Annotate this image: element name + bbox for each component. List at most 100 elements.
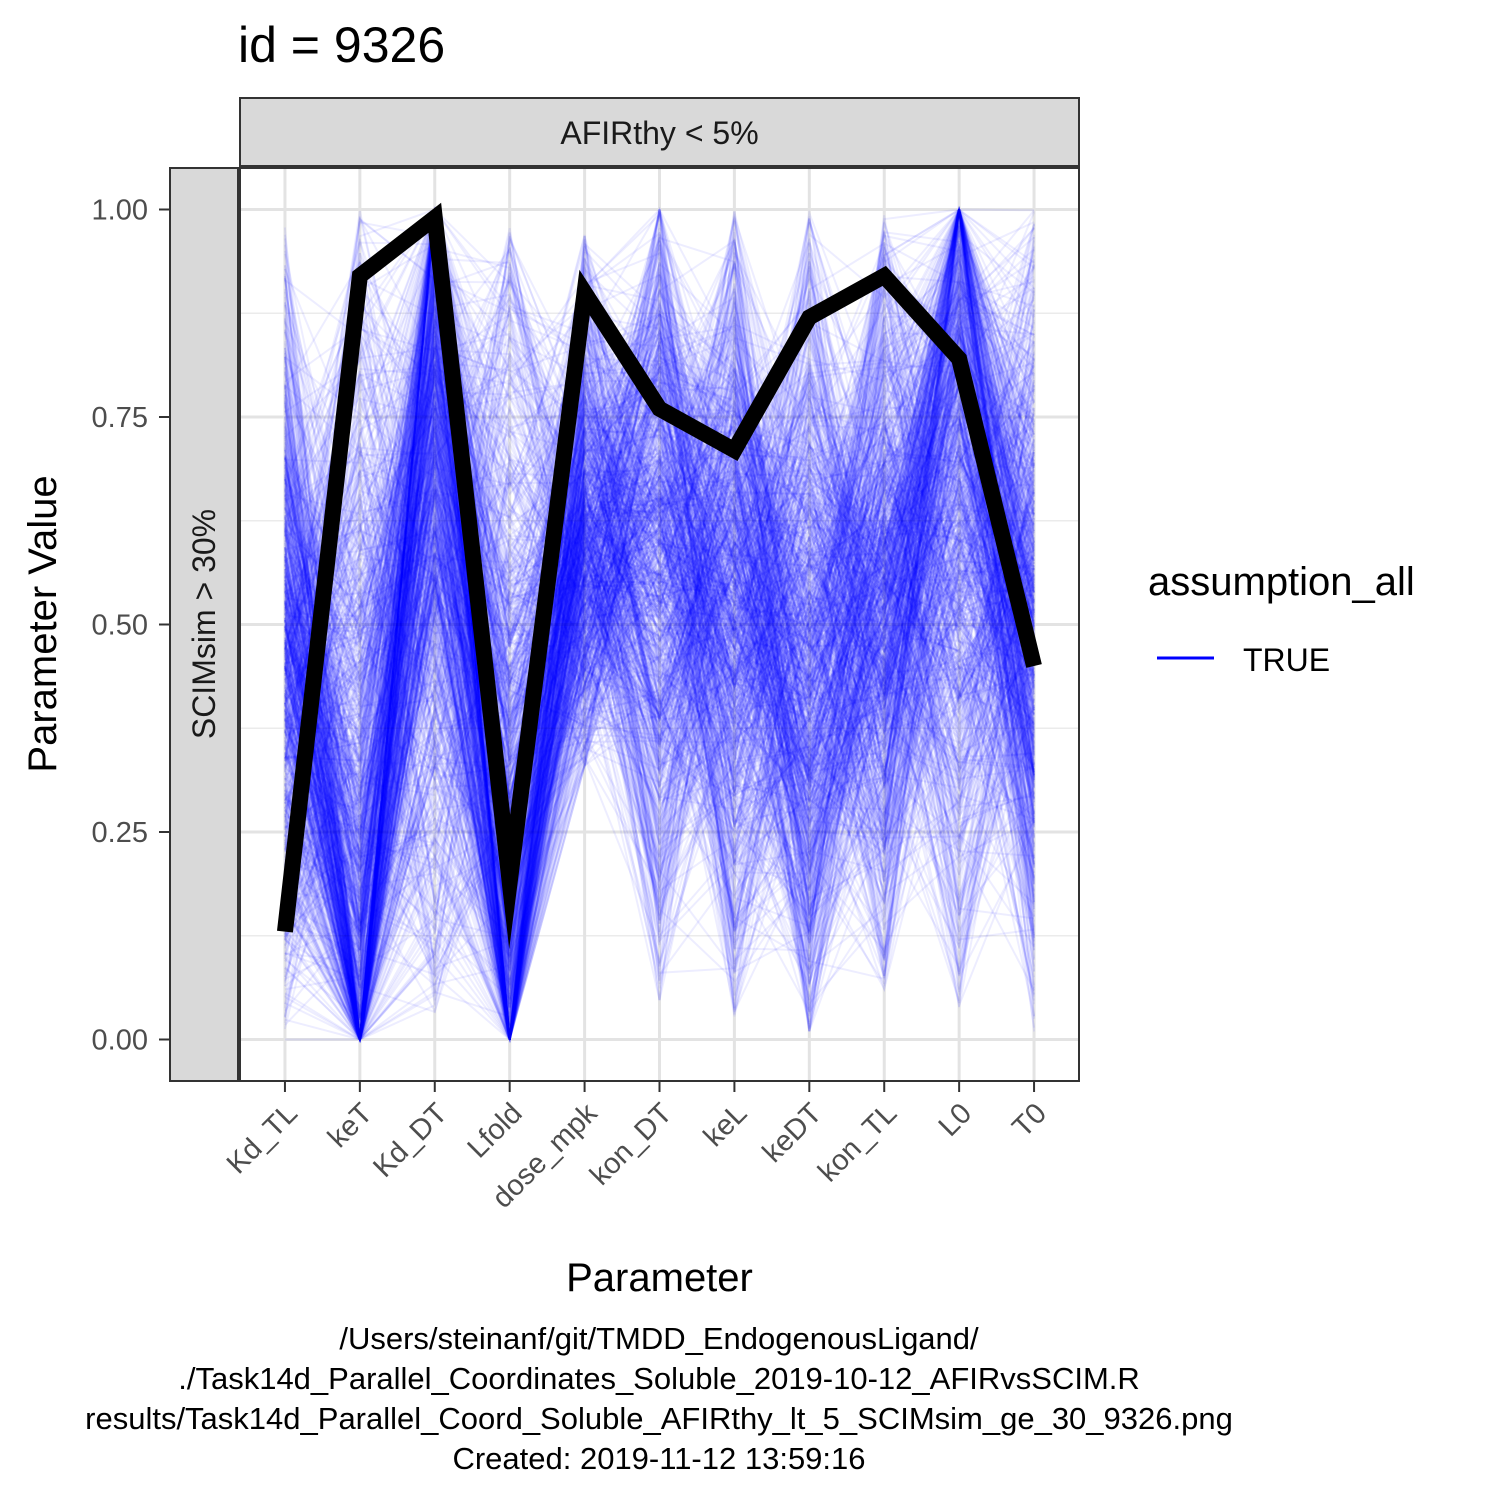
background-line xyxy=(284,336,1035,1040)
background-line xyxy=(283,457,1035,960)
background-line xyxy=(283,209,1036,903)
background-line xyxy=(283,209,1036,942)
background-line xyxy=(283,263,1036,1040)
background-line xyxy=(284,376,1035,761)
background-line xyxy=(283,245,1036,916)
background-line xyxy=(284,219,1036,804)
background-line xyxy=(284,209,1036,1018)
background-line xyxy=(283,292,1035,902)
background-line xyxy=(283,316,1036,946)
background-line xyxy=(284,330,1036,879)
background-line xyxy=(283,283,1036,810)
background-line xyxy=(283,283,1035,934)
background-line xyxy=(284,369,1036,949)
x-tick-label: keL xyxy=(698,1097,754,1153)
background-line xyxy=(284,209,1036,1043)
background-line xyxy=(283,292,1035,1040)
background-line xyxy=(284,282,1036,1040)
background-line xyxy=(283,302,1036,966)
background-line xyxy=(283,338,1035,935)
background-line xyxy=(283,209,1035,992)
background-line xyxy=(283,216,1036,860)
background-line xyxy=(284,275,1035,862)
background-line xyxy=(284,209,1036,966)
background-line xyxy=(283,209,1035,1040)
background-line xyxy=(283,273,1035,969)
background-line xyxy=(283,538,1035,974)
background-line xyxy=(284,339,1036,1043)
background-line xyxy=(283,370,1036,989)
background-line xyxy=(283,314,1035,1040)
background-line xyxy=(284,426,1036,775)
background-line xyxy=(283,361,1035,1026)
background-line xyxy=(283,205,1036,949)
background-line xyxy=(283,209,1036,808)
background-line xyxy=(283,209,1036,1040)
background-line xyxy=(284,209,1036,1040)
background-line xyxy=(283,225,1036,1040)
background-line xyxy=(283,430,1035,1040)
background-line xyxy=(283,302,1036,1040)
background-line xyxy=(283,247,1036,1040)
background-line xyxy=(283,456,1036,883)
background-line xyxy=(283,379,1035,1032)
background-line xyxy=(284,499,1036,808)
background-line xyxy=(283,257,1036,1040)
x-tick-label: Lfold xyxy=(462,1097,529,1164)
background-line xyxy=(284,209,1036,739)
background-line xyxy=(283,242,1035,1024)
background-line xyxy=(283,301,1035,874)
background-line xyxy=(284,209,1036,1040)
background-line xyxy=(284,398,1035,953)
background-line xyxy=(284,209,1035,920)
background-line xyxy=(284,299,1035,1040)
background-line xyxy=(283,274,1036,957)
background-line xyxy=(283,411,1035,941)
background-line xyxy=(283,217,1036,855)
background-line xyxy=(283,273,1036,891)
background-line xyxy=(283,260,1036,1022)
background-line xyxy=(284,268,1036,838)
background-line xyxy=(284,209,1036,1040)
background-line xyxy=(284,234,1036,910)
background-line xyxy=(284,223,1036,897)
background-line xyxy=(283,280,1035,890)
background-line xyxy=(283,318,1036,951)
background-line xyxy=(284,209,1036,1001)
background-line xyxy=(283,298,1036,1044)
background-line xyxy=(284,209,1036,1011)
background-line xyxy=(283,262,1036,992)
background-line xyxy=(283,324,1035,969)
background-line xyxy=(283,256,1036,1040)
background-line xyxy=(284,224,1036,845)
background-line xyxy=(284,209,1035,1040)
x-tick-label: keDT xyxy=(757,1097,829,1169)
facet-strip-left-label: SCIMsim > 30% xyxy=(186,509,222,739)
background-line xyxy=(283,379,1035,1040)
background-line xyxy=(284,310,1036,932)
background-line xyxy=(284,257,1035,867)
background-line xyxy=(283,240,1036,939)
background-line xyxy=(283,276,1036,1040)
background-line xyxy=(283,335,1036,973)
background-line xyxy=(283,294,1036,917)
background-line xyxy=(283,365,1036,1040)
background-line xyxy=(283,205,1036,1040)
background-line xyxy=(283,205,1035,721)
background-line xyxy=(284,209,1036,970)
background-line xyxy=(283,390,1035,1040)
background-line xyxy=(283,209,1036,838)
background-line xyxy=(284,250,1036,929)
background-line xyxy=(283,435,1035,1040)
background-line xyxy=(284,209,1035,806)
background-line xyxy=(284,451,1036,1041)
y-axis: 0.00 0.25 0.50 0.75 1.00 xyxy=(92,195,170,1057)
background-line xyxy=(283,290,1036,1043)
background-line xyxy=(283,206,1036,1004)
background-line xyxy=(283,454,1035,994)
background-line xyxy=(284,209,1035,953)
background-line xyxy=(284,275,1036,828)
background-line xyxy=(283,356,1036,940)
background-line xyxy=(284,307,1036,1040)
